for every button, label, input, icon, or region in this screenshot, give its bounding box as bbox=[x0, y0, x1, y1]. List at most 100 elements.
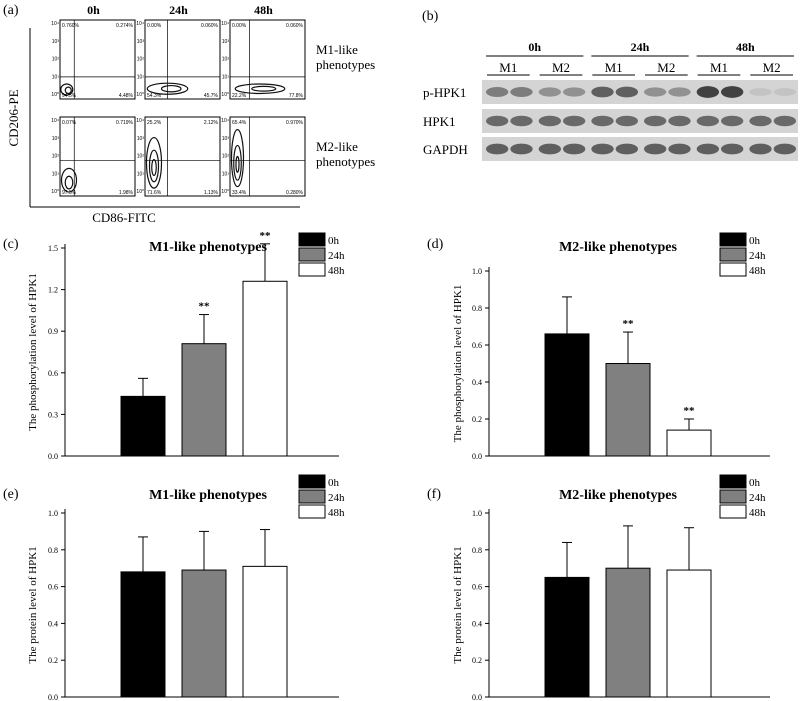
protein-band bbox=[591, 86, 614, 98]
legend-label: 0h bbox=[328, 477, 340, 489]
axis-tick-label: 10¹ bbox=[137, 171, 145, 177]
axis-tick-label: 10⁴ bbox=[221, 118, 229, 124]
axis-tick-label: 10⁰ bbox=[51, 92, 59, 98]
contour-line bbox=[234, 83, 286, 95]
quadrant-lower-left: 33.4% bbox=[232, 190, 247, 196]
quadrant-upper-left: 0.07% bbox=[62, 120, 77, 126]
legend-label: 48h bbox=[749, 507, 766, 519]
y-tick-label: 0.4 bbox=[48, 619, 58, 628]
y-tick-label: 0.4 bbox=[472, 619, 482, 628]
row-label-line: phenotypes bbox=[316, 57, 375, 72]
flow-plot: 0.00% 0.060% 22.2% 77.8% 10⁰ 10¹ 10² 10³ 10⁴ bbox=[221, 19, 306, 100]
panel-e-chart: (e) M1-like phenotypes The protein level o… bbox=[3, 474, 345, 701]
panel-label: (a) bbox=[3, 3, 19, 18]
y-tick-label: 0.2 bbox=[472, 415, 482, 424]
protein-band bbox=[721, 143, 744, 155]
y-axis-title: CD206-PE bbox=[6, 89, 21, 146]
legend-label: 48h bbox=[328, 265, 345, 277]
chart-title: M1-like phenotypes bbox=[149, 488, 267, 503]
significance-marker: ** bbox=[684, 405, 696, 417]
y-tick-label: 0.6 bbox=[472, 341, 482, 350]
protein-band bbox=[486, 143, 509, 155]
contour-line bbox=[148, 149, 160, 183]
contour-line bbox=[64, 86, 72, 95]
chart-title: M1-like phenotypes bbox=[149, 240, 267, 255]
lane-label: M2 bbox=[763, 60, 781, 75]
axis-tick-label: 10² bbox=[137, 57, 145, 63]
quadrant-lower-right: 1.98% bbox=[119, 190, 134, 196]
contour-line bbox=[233, 144, 242, 181]
quadrant-upper-right: 0.274% bbox=[116, 23, 134, 29]
y-tick-label: 0.9 bbox=[48, 327, 58, 336]
protein-band bbox=[615, 86, 638, 98]
protein-band bbox=[615, 115, 638, 127]
protein-band bbox=[749, 143, 772, 155]
protein-band bbox=[749, 115, 772, 127]
lane-label: M2 bbox=[657, 60, 675, 75]
protein-band bbox=[696, 143, 719, 155]
y-tick-label: 1.0 bbox=[472, 267, 482, 276]
protein-band bbox=[644, 143, 667, 155]
y-tick-label: 0.6 bbox=[48, 583, 58, 592]
contour-line bbox=[230, 129, 245, 188]
panel-f-chart: (f) M2-like phenotypes The protein level o… bbox=[427, 474, 770, 701]
bar bbox=[544, 333, 590, 457]
flow-plot: 65.4% 0.970% 33.4% 0.280% 10⁰ 10¹ 10² 10³ 10⁴ bbox=[221, 116, 306, 197]
row-label: M1-like phenotypes bbox=[316, 42, 375, 72]
bar bbox=[666, 429, 712, 457]
axis-tick-label: 10² bbox=[137, 154, 145, 160]
contour-line bbox=[60, 83, 74, 96]
axis-tick-label: 10⁴ bbox=[51, 21, 59, 27]
protein-band bbox=[486, 87, 509, 97]
timepoint-header: 24h bbox=[631, 40, 650, 54]
contour-line bbox=[60, 167, 78, 193]
axis-tick-label: 10³ bbox=[52, 136, 60, 142]
quadrant-upper-left: 25.2% bbox=[147, 120, 162, 126]
legend-swatch bbox=[298, 247, 326, 262]
y-tick-label: 0.8 bbox=[48, 546, 58, 555]
y-axis-title: The protein level of HPK1 bbox=[27, 546, 39, 663]
plot-frame bbox=[144, 116, 221, 197]
y-tick-label: 0.3 bbox=[48, 410, 58, 419]
quadrant-upper-left: 65.4% bbox=[232, 120, 247, 126]
quadrant-lower-left: 54.3% bbox=[147, 93, 162, 99]
legend-label: 24h bbox=[328, 250, 345, 262]
legend-swatch bbox=[298, 489, 326, 504]
lane-label: M1 bbox=[605, 60, 623, 75]
protein-band bbox=[668, 87, 691, 97]
axis-tick-label: 10⁴ bbox=[221, 21, 229, 27]
bar bbox=[181, 343, 227, 457]
protein-band bbox=[591, 115, 614, 127]
blot-membrane bbox=[482, 80, 798, 104]
axis-tick-label: 10⁰ bbox=[136, 189, 144, 195]
protein-band bbox=[615, 143, 638, 155]
legend-label: 0h bbox=[749, 235, 761, 247]
bar bbox=[605, 363, 651, 457]
plot-frame bbox=[229, 116, 306, 197]
protein-band bbox=[773, 143, 796, 155]
quadrant-lower-left: 94.5% bbox=[62, 93, 77, 99]
flow-plot: 0.07% 0.719% 97.5% 1.98% 10⁰ 10¹ 10² 10³ 10⁴ bbox=[51, 116, 136, 197]
blot-membrane bbox=[482, 109, 798, 133]
protein-band bbox=[668, 143, 691, 155]
y-tick-label: 1.2 bbox=[48, 286, 58, 295]
timepoint-header: 0h bbox=[528, 40, 541, 54]
legend-label: 48h bbox=[328, 507, 345, 519]
legend-label: 48h bbox=[749, 265, 766, 277]
protein-band bbox=[563, 115, 586, 127]
contour-line bbox=[145, 136, 163, 189]
axis-tick-label: 10¹ bbox=[52, 171, 60, 177]
y-tick-label: 0.6 bbox=[472, 583, 482, 592]
legend-swatch bbox=[298, 504, 326, 519]
bar bbox=[181, 569, 227, 698]
protein-band bbox=[696, 86, 719, 98]
axis-tick-label: 10³ bbox=[137, 39, 145, 45]
axis-tick-label: 10³ bbox=[222, 136, 230, 142]
y-axis-title: The protein level of HPK1 bbox=[452, 546, 464, 663]
axis-tick-label: 10² bbox=[222, 154, 230, 160]
lane-label: M1 bbox=[710, 60, 728, 75]
axis-tick-label: 10³ bbox=[222, 39, 230, 45]
plot-frame bbox=[229, 19, 306, 100]
plot-frame bbox=[144, 19, 221, 100]
legend-swatch bbox=[298, 262, 326, 277]
